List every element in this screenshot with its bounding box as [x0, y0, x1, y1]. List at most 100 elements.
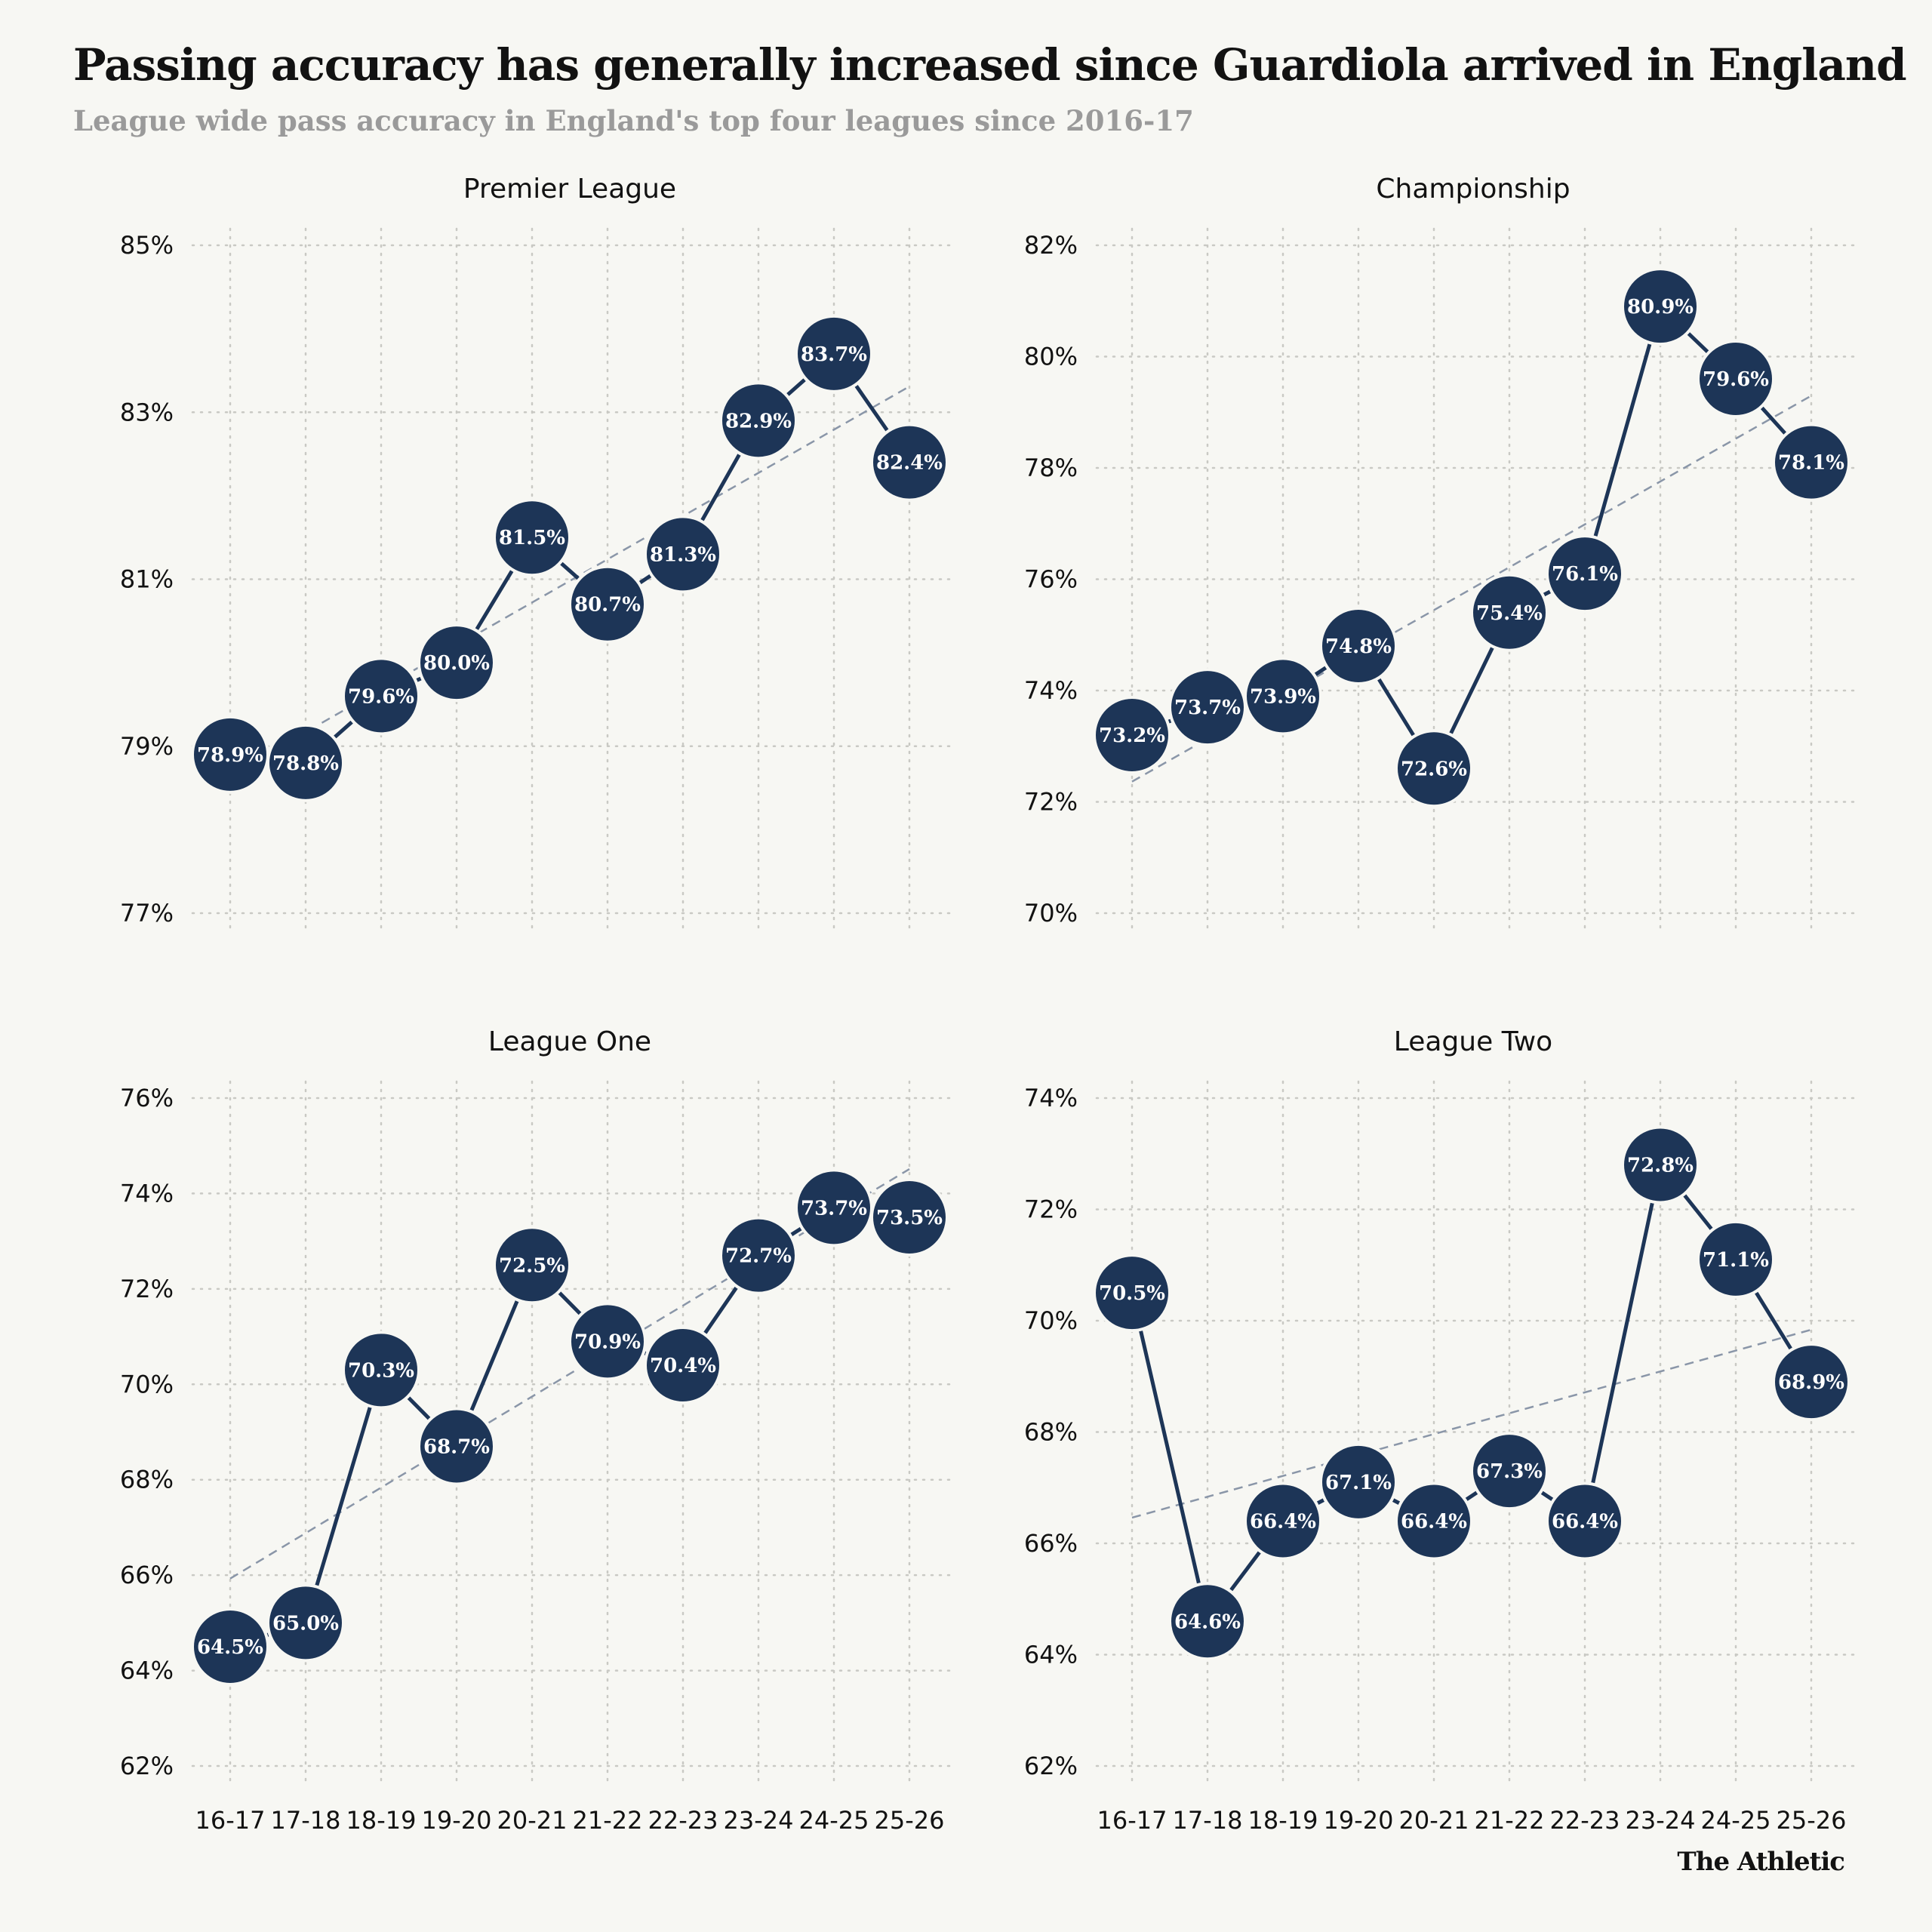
premier-league-point-17-18 [266, 723, 345, 802]
championship-ytick-label: 80% [1024, 343, 1078, 371]
league-one-point-17-18 [266, 1583, 345, 1663]
premier-league-point-21-22 [568, 565, 647, 644]
league-one-xtick-label: 21-22 [573, 1806, 643, 1835]
premier-league-trend-line [229, 385, 910, 777]
chart-title: Passing accuracy has generally increased… [73, 39, 1907, 91]
league-one-data-label: 68.7% [423, 1435, 490, 1458]
league-two-data-label: 64.6% [1174, 1611, 1241, 1633]
league-one-point-22-23 [644, 1326, 722, 1404]
league-one-data-label: 64.5% [197, 1636, 263, 1659]
league-one-data-label: 72.7% [725, 1245, 792, 1268]
championship-point-24-25 [1697, 340, 1775, 418]
championship-data-label: 73.7% [1174, 697, 1241, 719]
championship-data-label: 73.2% [1099, 724, 1165, 747]
league-two-xtick-label: 25-26 [1777, 1806, 1847, 1835]
league-one-point-16-17 [191, 1607, 269, 1686]
premier-league-data-label: 80.0% [423, 652, 490, 675]
premier-league-point-23-24 [719, 381, 798, 460]
championship-data-label: 80.9% [1627, 296, 1694, 318]
championship-point-21-22 [1470, 573, 1549, 652]
league-two-xtick-label: 24-25 [1701, 1806, 1771, 1835]
league-two-xtick-label: 18-19 [1248, 1806, 1318, 1835]
championship-point-20-21 [1395, 729, 1473, 808]
league-two-series-line [1130, 1163, 1814, 1623]
championship-panel-title: Championship [1376, 174, 1570, 205]
championship-point-18-19 [1244, 657, 1322, 736]
league-two-data-label: 67.1% [1325, 1472, 1392, 1494]
premier-league-panel-title: Premier League [463, 174, 676, 205]
championship-data-label: 79.6% [1703, 368, 1769, 391]
league-one-ytick-label: 72% [120, 1275, 174, 1303]
league-one-data-label: 65.0% [272, 1612, 339, 1635]
league-two-ytick-label: 64% [1024, 1641, 1078, 1669]
league-two-data-label: 70.5% [1099, 1282, 1165, 1305]
championship-trend-line [1131, 395, 1812, 783]
league-one-ytick-label: 66% [120, 1561, 174, 1589]
league-one-panel-title: League One [488, 1026, 651, 1057]
league-two-data-label: 66.4% [1250, 1511, 1316, 1534]
league-two-data-label: 72.8% [1627, 1155, 1694, 1177]
chart-subtitle: League wide pass accuracy in England's t… [73, 104, 1194, 137]
brand-logo-text: The Athletic [1677, 1847, 1845, 1877]
premier-league-ytick-label: 79% [120, 732, 174, 761]
premier-league-point-19-20 [417, 623, 496, 703]
championship-ytick-label: 72% [1024, 788, 1078, 817]
league-one-xtick-label: 24-25 [799, 1806, 869, 1835]
championship-point-22-23 [1546, 534, 1624, 614]
league-two-point-18-19 [1244, 1481, 1322, 1561]
league-two-point-25-26 [1772, 1343, 1850, 1422]
league-one-point-21-22 [568, 1302, 647, 1381]
league-one-data-label: 73.7% [801, 1197, 867, 1220]
championship-data-label: 78.1% [1778, 452, 1844, 475]
premier-league-series-line [229, 352, 912, 765]
premier-league-data-label: 80.7% [574, 594, 641, 617]
league-one-series-line [229, 1205, 910, 1649]
premier-league-ytick-label: 81% [120, 565, 174, 594]
league-one-data-label: 72.5% [499, 1254, 565, 1277]
championship-point-16-17 [1093, 696, 1171, 774]
league-one-data-label: 73.5% [876, 1207, 943, 1229]
league-one-trend-line [229, 1168, 910, 1580]
league-one-xtick-label: 18-19 [346, 1806, 417, 1835]
league-one-ytick-label: 74% [120, 1179, 174, 1208]
league-two-point-24-25 [1697, 1220, 1775, 1299]
championship-data-label: 72.6% [1401, 758, 1467, 780]
league-one-ytick-label: 76% [120, 1084, 174, 1112]
premier-league-data-label: 78.8% [272, 752, 339, 775]
league-two-point-20-21 [1395, 1481, 1473, 1561]
championship-data-label: 76.1% [1552, 563, 1618, 586]
league-two-data-label: 68.9% [1778, 1371, 1844, 1394]
championship-data-label: 75.4% [1476, 602, 1543, 625]
league-one-xtick-label: 20-21 [497, 1806, 568, 1835]
league-one-xtick-label: 25-26 [875, 1806, 945, 1835]
league-two-point-19-20 [1319, 1442, 1398, 1521]
league-two-xtick-label: 20-21 [1399, 1806, 1469, 1835]
league-one-point-19-20 [417, 1407, 496, 1486]
championship-data-label: 73.9% [1250, 685, 1316, 708]
league-two-point-17-18 [1168, 1582, 1247, 1661]
league-one-ytick-label: 64% [120, 1657, 174, 1685]
league-one-xtick-label: 16-17 [195, 1806, 266, 1835]
league-two-point-22-23 [1546, 1481, 1624, 1561]
league-two-point-23-24 [1621, 1125, 1700, 1204]
premier-league-point-24-25 [795, 314, 873, 393]
league-two-xtick-label: 21-22 [1475, 1806, 1545, 1835]
league-two-ytick-label: 70% [1024, 1306, 1078, 1335]
league-one-data-label: 70.9% [574, 1331, 641, 1353]
league-two-panel: League Two 62% 64% 66% 68% 70% 72% 74% 70.5% 64.6… [1024, 1026, 1858, 1835]
league-two-point-21-22 [1470, 1432, 1549, 1511]
league-two-xtick-label: 19-20 [1324, 1806, 1394, 1835]
league-two-point-16-17 [1093, 1254, 1171, 1333]
league-one-ytick-label: 62% [120, 1752, 174, 1780]
championship-point-17-18 [1168, 668, 1247, 747]
league-two-xtick-label: 22-23 [1550, 1806, 1620, 1835]
league-one-xtick-label: 23-24 [724, 1806, 794, 1835]
premier-league-data-label: 82.4% [876, 452, 943, 475]
league-two-xtick-label: 23-24 [1626, 1806, 1696, 1835]
league-two-ytick-label: 62% [1024, 1752, 1078, 1780]
league-one-data-label: 70.4% [650, 1355, 716, 1377]
league-one-xtick-label: 19-20 [422, 1806, 492, 1835]
league-two-ytick-label: 66% [1024, 1529, 1078, 1558]
league-one-data-label: 70.3% [348, 1359, 414, 1382]
